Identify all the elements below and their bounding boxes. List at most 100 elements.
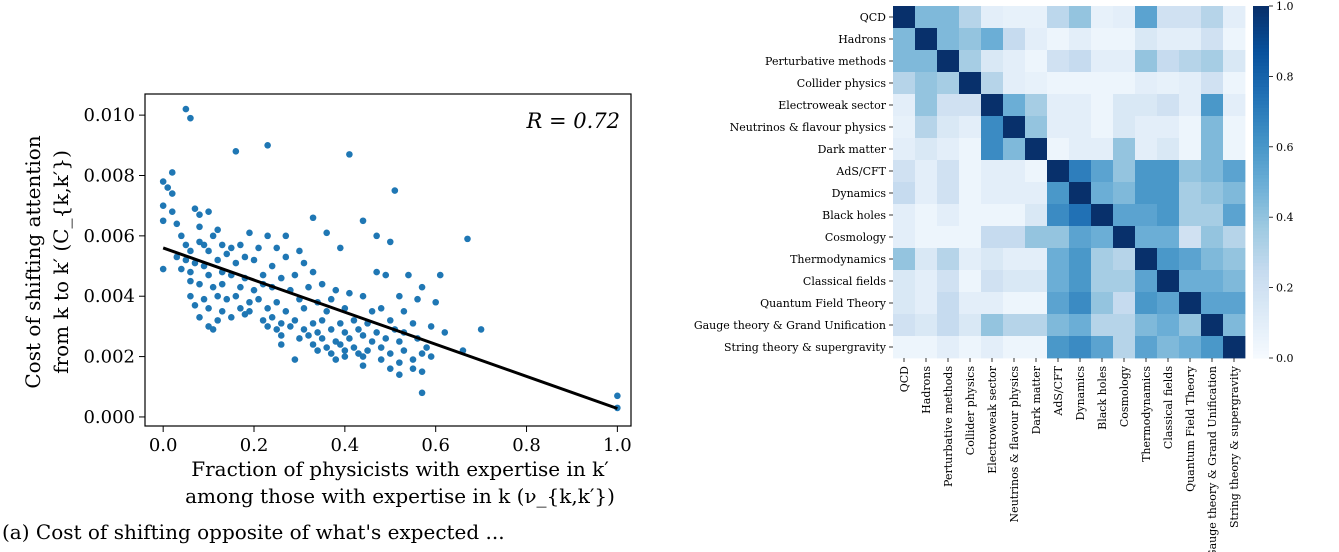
scatter-point — [323, 308, 330, 315]
scatter-point — [291, 356, 299, 363]
heatmap-cell — [959, 182, 982, 205]
scatter-point — [318, 280, 326, 288]
y-tick-label: 0.000 — [83, 407, 135, 428]
heatmap-cell — [1113, 314, 1136, 337]
colorbar-segment — [1253, 241, 1269, 246]
heatmap-cell — [959, 314, 982, 337]
scatter-point — [359, 353, 367, 360]
colorbar-segment — [1253, 101, 1269, 106]
heatmap-cell — [1201, 248, 1224, 271]
heatmap-cell — [981, 116, 1004, 139]
heatmap-cell — [1025, 72, 1048, 95]
heatmap-cell — [1025, 314, 1048, 337]
colorbar-segment — [1253, 55, 1269, 60]
scatter-point — [382, 335, 390, 342]
scatter-point — [300, 304, 308, 312]
colorbar-segment — [1253, 301, 1269, 306]
heatmap-cell — [937, 314, 960, 337]
heatmap-cell — [981, 226, 1004, 249]
scatter-point — [191, 259, 199, 267]
heatmap-cell — [959, 292, 982, 315]
heatmap-cell — [1047, 6, 1070, 29]
colorbar-segment — [1253, 343, 1269, 348]
scatter-point — [237, 304, 244, 312]
colorbar-segment — [1253, 354, 1269, 359]
scatter-point — [368, 338, 376, 345]
heatmap-cell — [1047, 270, 1070, 293]
heatmap-cell — [937, 248, 960, 271]
colorbar-segment — [1253, 326, 1269, 331]
scatter-point — [205, 247, 212, 255]
scatter-point — [241, 311, 249, 318]
heatmap-cell — [1025, 6, 1048, 29]
scatter-point — [196, 280, 203, 288]
heatmap-cell — [1223, 270, 1246, 293]
heatmap-cell — [1091, 94, 1114, 117]
heatmap-cell — [1069, 314, 1092, 337]
colorbar-segment — [1253, 118, 1269, 123]
heatmap-cell — [1047, 94, 1070, 117]
heatmap-cell — [1003, 248, 1026, 271]
heatmap-cell — [1223, 138, 1246, 161]
scatter-point — [373, 329, 380, 336]
colorbar-segment — [1253, 262, 1269, 267]
heatmap-cell — [1091, 248, 1114, 271]
heatmap-cell — [981, 292, 1004, 315]
heatmap-cell — [1135, 50, 1158, 73]
scatter-point — [159, 265, 167, 273]
colorbar-segment — [1253, 266, 1269, 271]
colorbar-segment — [1253, 108, 1269, 113]
colorbar-segment — [1253, 94, 1269, 99]
heatmap-cell — [937, 292, 960, 315]
heatmap-cell — [915, 204, 938, 227]
colorbar-segment — [1253, 308, 1269, 313]
correlation-annotation: R = 0.72 — [525, 109, 620, 133]
heatmap-cell — [1223, 292, 1246, 315]
heatmap-cell — [1003, 6, 1026, 29]
colorbar-segment — [1253, 210, 1269, 215]
heatmap-cell — [915, 6, 938, 29]
heatmap-cell — [1113, 336, 1136, 359]
heatmap-cell — [1003, 94, 1026, 117]
scatter-point — [173, 220, 181, 228]
scatter-point — [318, 317, 326, 324]
scatter-point — [182, 256, 190, 264]
x-tick-label: 1.0 — [603, 435, 632, 456]
scatter-point — [377, 304, 385, 312]
heatmap-cell — [1157, 226, 1180, 249]
colorbar-segment — [1253, 174, 1269, 179]
heatmap-cell — [893, 138, 916, 161]
heatmap-cell — [1025, 204, 1048, 227]
heatmap-cell — [893, 160, 916, 183]
heatmap-cell — [1201, 138, 1224, 161]
scatter-point — [327, 295, 335, 303]
heatmap-cell — [1223, 160, 1246, 183]
heatmap-cell — [1113, 204, 1136, 227]
heatmap-cell — [1069, 226, 1092, 249]
heatmap-cell — [915, 248, 938, 271]
heatmap-cell — [1157, 94, 1180, 117]
scatter-point — [191, 301, 199, 309]
heatmap-cell — [1157, 336, 1180, 359]
heatmap-cell — [937, 336, 960, 359]
scatter-point — [314, 329, 321, 336]
scatter-point — [396, 359, 403, 366]
colorbar-segment — [1253, 30, 1269, 35]
colorbar-segment — [1253, 132, 1269, 137]
scatter-point — [227, 244, 235, 252]
scatter-point — [337, 244, 344, 252]
heatmap-cell — [915, 226, 938, 249]
heatmap-cell — [1113, 72, 1136, 95]
heatmap-col-label: Perturbative methods — [942, 366, 955, 487]
scatter-point — [232, 259, 240, 267]
y-tick-label: 0.002 — [83, 347, 135, 368]
heatmap-cell — [1201, 182, 1224, 205]
scatter-point — [214, 256, 221, 264]
colorbar-segment — [1253, 150, 1269, 155]
heatmap-cell — [1003, 314, 1026, 337]
heatmap-cell — [1003, 160, 1026, 183]
heatmap-cell — [915, 182, 938, 205]
heatmap-cell — [1179, 72, 1202, 95]
heatmap-cell — [1003, 72, 1026, 95]
scatter-point — [264, 232, 271, 240]
